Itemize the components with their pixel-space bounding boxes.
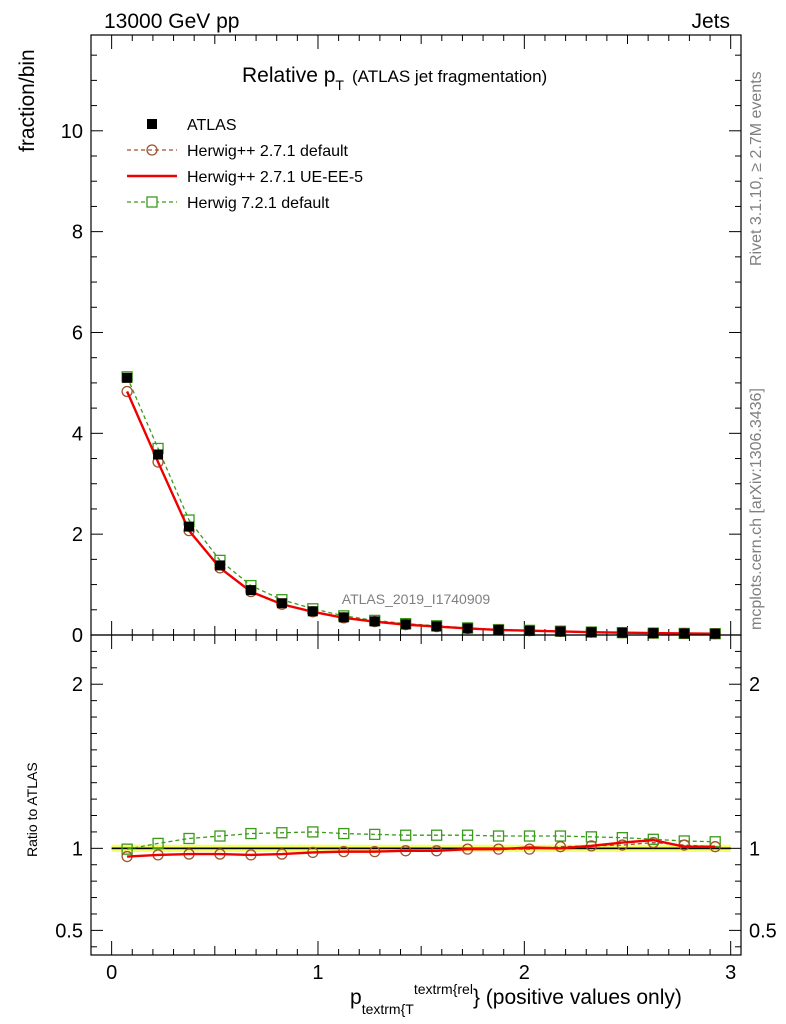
ratio-herwigpp-default-point [616, 839, 628, 851]
legend-label-herwig7-default: Herwig 7.2.1 default [187, 195, 330, 212]
ratio-herwigpp-default-point [647, 836, 659, 849]
ratio-uncertainty-bands [111, 844, 731, 852]
ratio-herwig7-default-point [307, 826, 319, 838]
ratio-herwigpp-default-point [554, 841, 567, 853]
plot-title-extra: (ATLAS jet fragmentation) [352, 67, 547, 86]
main-y-tick-label: 4 [72, 423, 83, 445]
header-right: Jets [691, 10, 730, 33]
main-y-tick-label: 6 [72, 322, 83, 344]
main-y-tick-label: 0 [72, 625, 83, 647]
x-tick-label: 3 [725, 962, 736, 984]
atlas-data-point [153, 449, 164, 460]
atlas-data-point [122, 372, 133, 383]
x-axis-label-main: p [350, 986, 362, 1009]
ratio-y-axis-label: Ratio to ATLAS [24, 762, 40, 857]
legend-marker-herwigpp-default [146, 144, 158, 156]
ratio-herwig7-default-point [338, 827, 350, 840]
ratio-y-tick-label: 1 [72, 838, 83, 860]
x-axis-label-tail: } (positive values only) [473, 986, 682, 1009]
legend: ATLAS Herwig++ 2.7.1 default Herwig++ 2.… [127, 117, 363, 212]
rivet-version-text: Rivet 3.1.10, ≥ 2.7M events [748, 71, 765, 266]
atlas-data-point [462, 623, 473, 634]
atlas-data-point [276, 598, 287, 609]
main-y-tick-label: 2 [72, 524, 83, 546]
x-axis-label-sub: textrm{T [362, 1001, 415, 1017]
atlas-data-point [493, 624, 504, 635]
plot-title-sub: T [335, 77, 344, 93]
legend-label-herwigpp-default: Herwig++ 2.7.1 default [187, 143, 349, 160]
ratio-x-axis: 0 1 2 3 [106, 635, 736, 984]
ratio-herwig7-default-point [492, 830, 505, 842]
ratio-herwig7-default-point [276, 827, 288, 839]
atlas-data-point [214, 560, 225, 571]
ratio-herwig7-default-point [214, 830, 226, 842]
atlas-data-point [400, 619, 411, 630]
main-series-layer [121, 371, 721, 640]
legend-label-herwigpp-ueee5: Herwig++ 2.7.1 UE-EE-5 [187, 169, 363, 186]
ratio-herwig7-default-point [121, 843, 133, 855]
ratio-herwig7-default-point [523, 830, 536, 842]
main-y-axis-label: fraction/bin [16, 49, 39, 152]
ratio-y-tick-label-right: 2 [749, 674, 760, 696]
ratio-y-tick-label-right: 0.5 [749, 920, 777, 942]
herwigpp-default-point [121, 385, 133, 398]
x-tick-label: 0 [106, 962, 117, 984]
atlas-data-point [586, 627, 597, 638]
atlas-data-point [338, 612, 349, 623]
ratio-herwig7-default-point [245, 827, 257, 840]
legend-entry-atlas: ATLAS [147, 117, 237, 134]
atlas-data-point [245, 585, 256, 596]
atlas-data-point [307, 606, 318, 617]
atlas-data-point [710, 628, 721, 639]
x-axis-label: ptextrm{T textrm{rel} (positive values on… [350, 981, 682, 1017]
legend-entry-herwig7-default: Herwig 7.2.1 default [127, 195, 330, 212]
legend-entry-herwigpp-default: Herwig++ 2.7.1 default [127, 143, 349, 160]
atlas-data-point [184, 521, 195, 532]
ratio-plot-panel: 0.5 0.5 1 1 2 2 0 1 2 3 Ratio to ATLAS ptextrm{T… [24, 634, 777, 1017]
atlas-data-point [648, 628, 659, 639]
ratio-herwig7-default-point [430, 829, 443, 841]
ratio-plot-frame [90, 634, 742, 956]
legend-label-atlas: ATLAS [187, 117, 237, 134]
main-plot-panel: 0 2 4 6 8 10 fraction/bin Relative pT (ATLAS j… [16, 34, 742, 647]
ratio-herwig7-default-point [647, 833, 659, 845]
ratio-herwig7-default-point [461, 829, 474, 841]
x-tick-label: 1 [312, 962, 323, 984]
analysis-label: ATLAS_2019_I1740909 [342, 591, 491, 607]
ratio-herwig7-default-point [400, 829, 412, 841]
plot-title: Relative pT (ATLAS jet fragmentation) [242, 64, 547, 93]
atlas-data-point [431, 621, 442, 632]
x-tick-label: 2 [519, 962, 530, 984]
x-axis-label-sup: textrm{rel [414, 981, 473, 997]
ratio-y-tick-label-right: 1 [749, 838, 760, 860]
ratio-herwig7-default-point [585, 831, 598, 843]
ratio-y-axis: 0.5 0.5 1 1 2 2 [55, 650, 777, 948]
ratio-series-layer [121, 826, 721, 863]
plot-title-main: Relative p [242, 64, 335, 87]
mcplots-text: mcplots.cern.ch [arXiv:1306.3436] [748, 388, 765, 630]
atlas-data-point [617, 627, 628, 638]
ratio-herwig7-default-point [183, 832, 195, 845]
ratio-y-tick-label: 2 [72, 674, 83, 696]
main-y-tick-label: 8 [72, 222, 83, 244]
herwigpp-ueee5-line [126, 390, 716, 635]
legend-marker-atlas [147, 119, 157, 129]
atlas-data-point [679, 628, 690, 639]
atlas-data-point [524, 625, 535, 636]
ratio-herwigpp-ueee5-line [127, 838, 716, 858]
legend-marker-herwig7-default [146, 196, 158, 208]
atlas-data-point [369, 616, 380, 627]
ratio-herwig7-default-point [152, 837, 164, 850]
atlas-data-point [555, 626, 566, 637]
header-left: 13000 GeV pp [104, 10, 239, 33]
ratio-herwig7-default-point [554, 830, 567, 842]
ratio-herwigpp-default-point [523, 843, 536, 855]
ratio-herwig7-default-point [369, 828, 381, 841]
legend-entry-herwigpp-ueee5: Herwig++ 2.7.1 UE-EE-5 [127, 169, 363, 186]
ratio-y-tick-label: 0.5 [55, 920, 83, 942]
main-y-axis: 0 2 4 6 8 10 [61, 54, 741, 647]
main-y-tick-label: 10 [61, 121, 83, 143]
